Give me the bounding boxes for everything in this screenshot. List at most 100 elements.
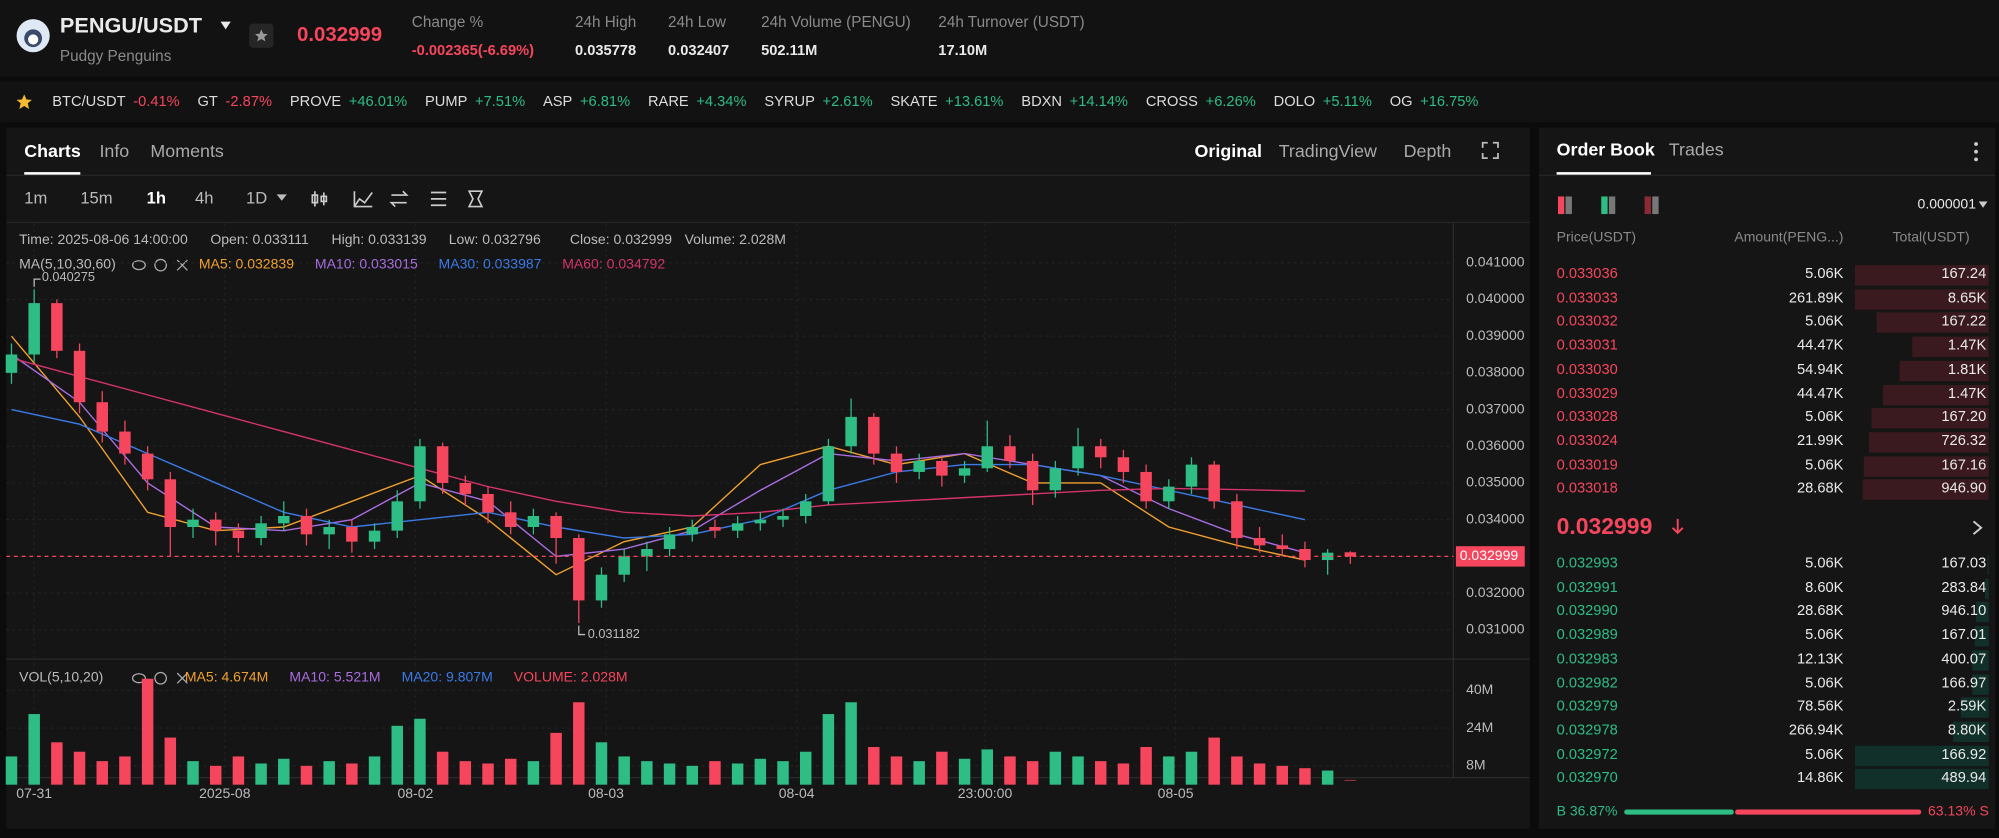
candle-body [709, 526, 721, 531]
book-layout-icons[interactable] [1557, 196, 1673, 215]
book-price[interactable]: 0.033030 [1556, 362, 1618, 378]
view-tab[interactable]: Depth [1403, 140, 1452, 161]
book-amount: 5.06K [1805, 266, 1844, 283]
book-price[interactable]: 0.032972 [1556, 746, 1618, 763]
book-price[interactable]: 0.032978 [1556, 723, 1618, 739]
ticker[interactable]: SYRUP +2.61% [764, 94, 872, 109]
depth-bar [1972, 673, 1989, 695]
book-price[interactable]: 0.033031 [1556, 338, 1618, 354]
depth-bar [1854, 265, 1989, 286]
ticker[interactable]: BTC/USDT -0.41% [52, 94, 179, 109]
interval[interactable]: 15m [80, 188, 113, 208]
chart-tab[interactable]: Charts [24, 140, 81, 161]
book-price[interactable]: 0.032991 [1556, 579, 1618, 596]
interval[interactable]: 1m [24, 188, 48, 208]
view-tab[interactable]: TradingView [1278, 140, 1377, 161]
book-price[interactable]: 0.032983 [1556, 651, 1618, 667]
book-tab[interactable]: Trades [1668, 138, 1724, 160]
chart-tab[interactable]: Moments [150, 140, 224, 161]
sell-bar [1734, 809, 1922, 815]
stat-value: -0.002365(-6.69%) [411, 43, 535, 59]
book-price[interactable]: 0.032979 [1556, 699, 1618, 715]
y-tick-label: 0.037000 [1466, 400, 1525, 416]
down-arrow [1671, 518, 1684, 535]
book-tab[interactable]: Order Book [1556, 138, 1655, 160]
book-amount: 5.06K [1805, 556, 1844, 572]
book-price[interactable]: 0.033036 [1556, 266, 1618, 283]
book-price[interactable]: 0.033019 [1556, 457, 1618, 473]
book-price[interactable]: 0.032993 [1556, 556, 1618, 572]
depth-bar [1862, 479, 1989, 501]
book-price[interactable]: 0.033018 [1556, 481, 1618, 497]
book-amount: 5.06K [1805, 627, 1844, 643]
book-price[interactable]: 0.032989 [1556, 627, 1618, 643]
ticker[interactable]: BDXN +14.14% [1021, 94, 1128, 109]
expand-chevron[interactable] [1971, 519, 1984, 537]
candle-body [51, 303, 63, 351]
book-price[interactable]: 0.033029 [1556, 385, 1618, 402]
interval-dropdown[interactable] [276, 194, 287, 201]
ticker-name: OG [1389, 94, 1413, 110]
candle-body [119, 431, 131, 454]
interval[interactable]: 1h [146, 188, 166, 208]
candle-body [731, 523, 744, 531]
volume-bar [346, 763, 358, 785]
ticker[interactable]: DOLO +5.11% [1274, 94, 1372, 109]
candle-body [323, 526, 335, 535]
ticker[interactable]: OG +16.75% [1390, 94, 1479, 109]
ticker-change: +5.11% [1322, 94, 1372, 110]
candle-body [164, 479, 177, 527]
candle-body [1208, 464, 1220, 502]
book-price[interactable]: 0.032982 [1556, 675, 1618, 691]
book-price[interactable]: 0.032970 [1556, 770, 1618, 787]
ticker[interactable]: PROVE +46.01% [290, 94, 407, 109]
chart-panel [6, 127, 1530, 829]
candle-body [1004, 446, 1016, 461]
chart-tab[interactable]: Info [99, 140, 130, 161]
interval[interactable]: 1D [246, 188, 268, 208]
stat-label: 24h Low [668, 12, 726, 31]
book-price[interactable]: 0.033032 [1556, 314, 1618, 330]
ticker[interactable]: GT -2.87% [198, 94, 272, 109]
symbol[interactable]: PENGU/USDT [59, 13, 203, 38]
depth-bar [1854, 745, 1989, 766]
candle-body [1072, 446, 1084, 469]
tool-icons[interactable] [311, 189, 500, 209]
volume-bar [5, 756, 18, 785]
view-tab[interactable]: Original [1194, 140, 1263, 161]
precision[interactable]: 0.000001 [1917, 196, 1977, 213]
candle-body [255, 523, 267, 539]
book-amount: 44.47K [1796, 338, 1844, 354]
volume-bar [141, 678, 154, 785]
book-price[interactable]: 0.033028 [1556, 409, 1618, 426]
book-amount: 261.89K [1788, 290, 1844, 306]
ohlc-info: Time: 2025-08-06 14:00:00 [19, 232, 188, 248]
ticker[interactable]: ASP +6.81% [543, 94, 630, 109]
stat-value: 0.032407 [668, 43, 730, 59]
interval[interactable]: 4h [195, 188, 214, 208]
book-price[interactable]: 0.033033 [1556, 290, 1618, 306]
candle-body [822, 446, 835, 502]
ticker[interactable]: SKATE +13.61% [890, 94, 1003, 109]
precision-dropdown[interactable] [1978, 201, 1988, 209]
book-total: 167.20 [1941, 409, 1987, 426]
favorite-button[interactable] [249, 23, 274, 48]
candle-body [28, 303, 40, 355]
ticker[interactable]: CROSS +6.26% [1146, 94, 1256, 109]
ticker[interactable]: RARE +4.34% [648, 94, 747, 109]
more-icon[interactable] [1971, 140, 1981, 163]
candlestick-chart: 0.0310000.0320000.0330000.0340000.035000… [5, 223, 1530, 801]
volume-bar [1072, 756, 1084, 785]
ticker-name: RARE [647, 94, 689, 110]
ma-legend: MA60: 0.034792 [562, 256, 666, 273]
ticker[interactable]: PUMP +7.51% [425, 94, 525, 109]
book-total: 167.01 [1941, 627, 1987, 643]
coin-logo [16, 19, 50, 53]
book-price[interactable]: 0.033024 [1556, 433, 1618, 449]
book-price[interactable]: 0.032990 [1556, 603, 1618, 620]
volume-bar [187, 761, 199, 785]
symbol-dropdown[interactable] [219, 20, 232, 30]
fullscreen-icon[interactable] [1481, 141, 1499, 160]
book-total: 8.80K [1947, 723, 1987, 739]
candle-body [958, 468, 971, 476]
